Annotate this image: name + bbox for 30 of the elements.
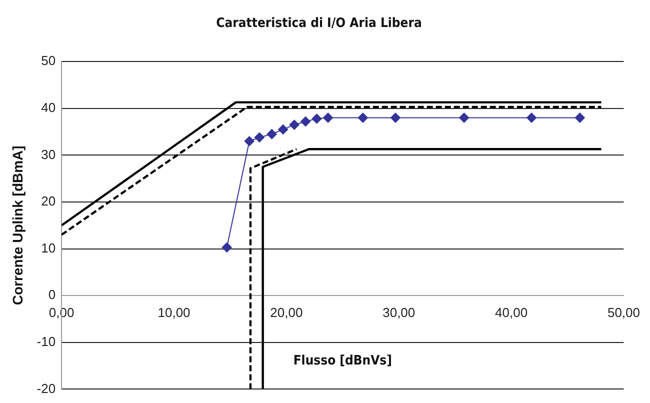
point bbox=[289, 120, 300, 130]
point bbox=[278, 124, 288, 134]
point bbox=[574, 112, 585, 123]
y-tick-label: 50 bbox=[41, 53, 56, 68]
point bbox=[358, 112, 368, 123]
chart-title: Caratteristica di I/O Aria Libera bbox=[216, 16, 422, 32]
y-tick-label: 0 bbox=[48, 287, 56, 302]
point bbox=[266, 129, 277, 140]
point bbox=[244, 136, 254, 146]
point bbox=[254, 132, 264, 142]
point bbox=[312, 114, 322, 124]
y-tick-label: 30 bbox=[41, 146, 56, 162]
x-axis-title: Flusso [dBnVs] bbox=[293, 353, 392, 368]
x-tick-label: 30,00 bbox=[382, 304, 416, 320]
y-tick-label: -10 bbox=[36, 334, 56, 349]
x-tick-label: 20,00 bbox=[270, 304, 303, 320]
point bbox=[526, 112, 537, 123]
y-tick-label: 20 bbox=[41, 194, 56, 209]
point bbox=[390, 112, 401, 123]
x-tick-label: 10,00 bbox=[158, 304, 190, 320]
y-tick-label: 40 bbox=[41, 100, 56, 115]
point bbox=[459, 112, 470, 123]
y-axis-title: Corrente Uplink [dBmA] bbox=[9, 146, 26, 306]
x-tick-label: 50,00 bbox=[607, 304, 640, 320]
y-tick-label: 10 bbox=[41, 240, 56, 256]
y-tick-label: -20 bbox=[36, 380, 56, 396]
point bbox=[222, 242, 232, 252]
point bbox=[323, 112, 334, 123]
x-tick-label: 40,00 bbox=[495, 304, 528, 320]
point bbox=[300, 116, 311, 127]
